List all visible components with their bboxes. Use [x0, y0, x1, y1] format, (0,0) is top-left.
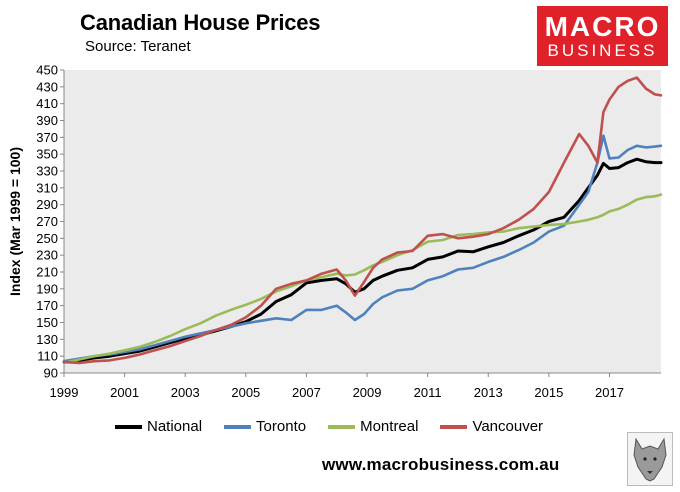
logo-line-2: BUSINESS [547, 41, 658, 60]
y-tick-label: 270 [36, 214, 58, 229]
y-tick-label: 90 [44, 366, 58, 381]
x-tick-label: 2017 [595, 385, 624, 400]
legend-swatch [328, 424, 356, 429]
y-tick-label: 330 [36, 164, 58, 179]
x-tick-label: 2013 [474, 385, 503, 400]
legend: National Toronto Montreal Vancouver [115, 418, 543, 435]
legend-item-toronto: Toronto [224, 418, 306, 435]
y-tick-label: 410 [36, 96, 58, 111]
legend-item-montreal: Montreal [328, 418, 418, 435]
x-tick-label: 1999 [50, 385, 79, 400]
logo-line-1: MACRO [544, 11, 661, 42]
y-tick-label: 230 [36, 248, 58, 263]
macrobusiness-logo: MACRO BUSINESS [537, 6, 668, 66]
y-tick-label: 150 [36, 315, 58, 330]
y-tick-label: 210 [36, 265, 58, 280]
y-tick-label: 350 [36, 147, 58, 162]
y-tick-label: 390 [36, 113, 58, 128]
y-tick-label: 170 [36, 298, 58, 313]
legend-label: Montreal [360, 418, 419, 435]
legend-label: Vancouver [472, 418, 544, 435]
y-tick-label: 310 [36, 180, 58, 195]
series-line-vancouver [62, 76, 663, 365]
y-axis-label: Index (Mar 1999 = 100) [7, 147, 23, 296]
x-tick-label: 2005 [231, 385, 260, 400]
legend-swatch [115, 424, 142, 429]
y-tick-label: 370 [36, 130, 58, 145]
y-tick-label: 190 [36, 281, 58, 296]
legend-label: Toronto [256, 418, 307, 435]
y-tick-label: 430 [36, 79, 58, 94]
series-line-montreal [62, 193, 663, 365]
legend-label: National [147, 418, 203, 435]
legend-swatch [224, 424, 252, 429]
x-tick-label: 2001 [110, 385, 139, 400]
x-tick-label: 2009 [353, 385, 382, 400]
x-tick-label: 2003 [171, 385, 200, 400]
plot-area [64, 70, 661, 373]
x-tick-label: 2007 [292, 385, 321, 400]
y-tick-label: 250 [36, 231, 58, 246]
x-tick-label: 2011 [414, 385, 442, 400]
x-tick-label: 2015 [534, 385, 563, 400]
wolf-logo [627, 432, 673, 486]
y-tick-label: 110 [37, 349, 58, 364]
legend-swatch [440, 424, 468, 429]
legend-item-national: National [115, 418, 202, 435]
series-line-national [62, 157, 663, 364]
chart-title: Canadian House Prices [80, 10, 321, 35]
website-url: www.macrobusiness.com.au [322, 455, 560, 474]
y-tick-label: 130 [36, 332, 58, 347]
legend-item-vancouver: Vancouver [440, 418, 543, 435]
y-tick-label: 450 [36, 63, 58, 78]
x-axis: 1999 2001 2003 2005 2007 2009 2011 2013 2015 2017 [50, 372, 661, 400]
series-lines [62, 76, 663, 365]
y-tick-label: 290 [36, 197, 58, 212]
chart-source: Source: Teranet [85, 38, 191, 55]
